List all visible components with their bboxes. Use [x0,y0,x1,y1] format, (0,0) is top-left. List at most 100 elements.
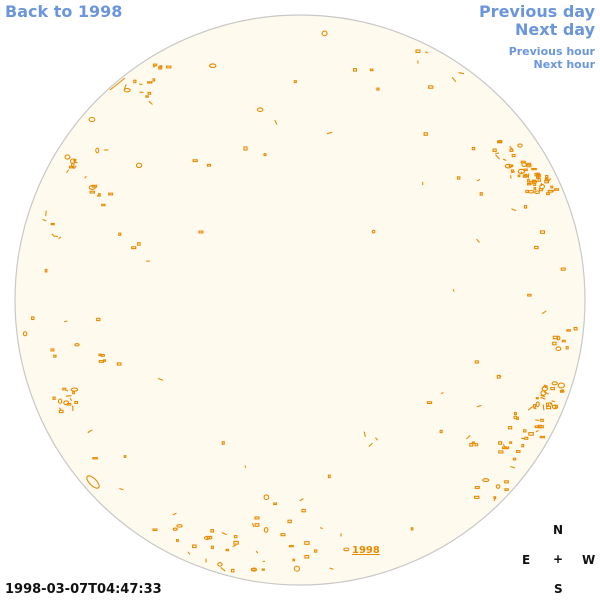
plage-mark [74,343,80,347]
plage-mark [273,502,278,506]
plage-mark [192,159,198,163]
plage-mark [482,478,490,483]
plage-mark [147,81,153,84]
plage-mark [555,346,562,352]
plage-mark [545,174,549,179]
plage-mark [321,30,328,37]
plage-mark [439,429,443,434]
plage-mark [57,398,63,404]
next-day-link[interactable]: Next day [515,20,595,39]
year-marker-label[interactable]: 1998 [352,545,380,556]
plage-mark [551,381,558,386]
plage-mark [502,158,507,162]
plage-mark [539,230,546,234]
plage-mark [69,397,73,402]
plage-mark [210,529,215,533]
plage-mark [116,362,122,366]
plage-mark [502,444,507,450]
plage-mark [543,391,549,395]
plage-mark [549,401,552,406]
plage-mark [233,535,238,539]
plage-mark [534,425,540,429]
plage-mark [255,550,259,554]
plage-mark [554,405,558,408]
plage-mark [118,232,122,236]
plage-mark [208,63,217,69]
plage-mark [73,165,77,170]
plage-mark [573,326,578,331]
compass-south: S [554,582,563,596]
plage-mark [533,182,537,186]
plage-mark [415,49,421,54]
plage-mark [535,397,539,400]
plage-mark [263,494,270,501]
plage-mark [550,185,554,189]
plage-mark [147,91,152,95]
plage-mark [100,354,105,357]
back-to-year-link[interactable]: Back to 1998 [5,2,123,21]
plage-mark [206,163,212,167]
plage-mark [498,450,504,454]
plage-mark [476,404,482,408]
plage-mark [108,192,114,196]
observation-timestamp: 1998-03-07T04:47:33 [5,582,162,597]
plage-mark [53,354,57,358]
plage-mark [492,148,497,152]
plage-mark [73,161,78,164]
plage-mark [58,236,62,240]
plage-mark [426,401,433,405]
plage-mark [476,238,480,243]
plage-mark [84,175,87,179]
plage-mark [251,567,258,572]
plage-mark [131,246,137,250]
plage-mark [42,218,47,222]
plage-mark [145,95,149,98]
plage-mark [70,387,79,392]
plage-mark [363,431,366,438]
previous-hour-link[interactable]: Previous hour [508,45,595,58]
plage-mark [552,335,559,340]
plage-mark [123,455,127,458]
plage-mark [88,116,96,123]
plage-mark [517,143,523,148]
plage-mark [535,430,539,433]
plage-mark [98,353,102,357]
plage-mark [527,190,535,194]
plage-mark [561,339,566,343]
plage-mark [313,549,318,553]
plage-mark [52,396,56,400]
plage-mark [559,390,564,393]
plage-mark [456,176,461,180]
next-hour-link[interactable]: Next hour [533,58,596,71]
plage-mark [375,437,379,441]
plage-mark [137,242,141,246]
plage-mark [509,441,513,444]
plage-mark [293,80,297,84]
plage-mark [504,488,509,491]
plage-mark [87,429,93,434]
plage-mark [534,245,539,250]
plage-mark [537,178,541,182]
plage-mark [423,132,428,136]
plage-contours [22,30,578,573]
plage-mark [368,442,373,448]
plage-mark [44,268,48,273]
plage-mark [232,544,237,548]
plage-mark [539,435,546,439]
plage-mark [540,418,544,422]
plage-mark [528,432,534,436]
plage-mark [221,441,225,445]
plage-mark [520,160,526,164]
plage-mark [509,175,512,179]
previous-day-link[interactable]: Previous day [478,2,595,21]
plage-mark [288,544,294,548]
plage-mark [527,173,530,179]
plage-mark [327,474,331,479]
plage-mark [96,193,100,197]
plage-mark [556,335,561,341]
solar-disc [14,14,586,586]
plage-mark [254,516,260,520]
plage-mark [545,192,550,196]
plage-mark [516,416,519,420]
